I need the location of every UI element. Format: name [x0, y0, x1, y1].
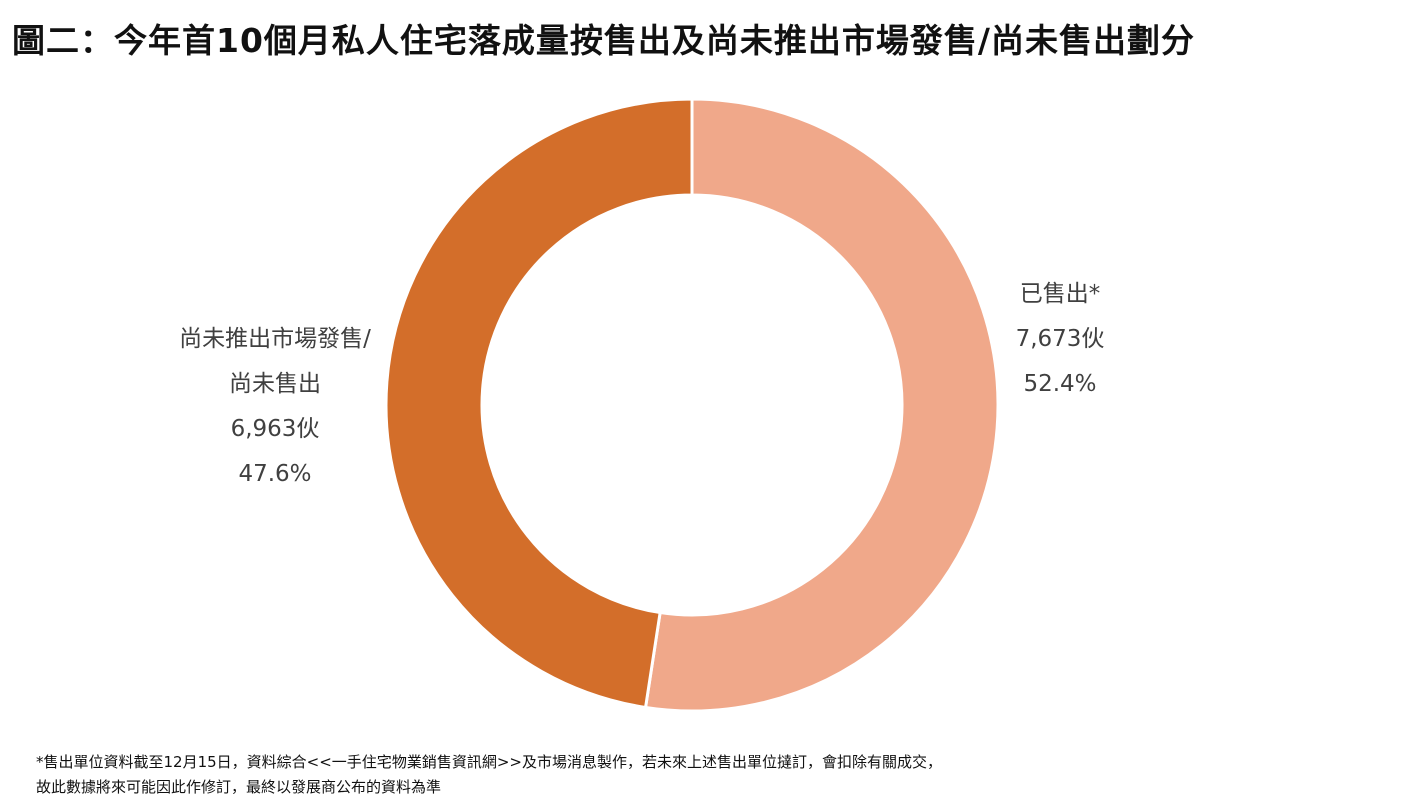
label-sold: 已售出* 7,673伙 52.4%: [1000, 272, 1120, 407]
slice-sold: [643, 97, 1000, 713]
slice-unsold: [384, 97, 694, 710]
footnote-line2: 故此數據將來可能因此作修訂，最終以發展商公布的資料為準: [36, 778, 442, 796]
label-unsold-value: 6,963伙: [230, 416, 320, 442]
label-sold-percent: 52.4%: [1023, 371, 1097, 397]
label-sold-value: 7,673伙: [1015, 326, 1105, 352]
label-unsold-name-line1: 尚未推出市場發售/: [179, 326, 371, 352]
label-unsold-name-line2: 尚未售出: [229, 371, 321, 397]
footnote-line1: *售出單位資料截至12月15日，資料綜合<<一手住宅物業銷售資訊網>>及市場消息…: [36, 753, 942, 771]
footnote: *售出單位資料截至12月15日，資料綜合<<一手住宅物業銷售資訊網>>及市場消息…: [36, 750, 942, 800]
label-unsold-percent: 47.6%: [238, 461, 312, 487]
label-unsold: 尚未推出市場發售/ 尚未售出 6,963伙 47.6%: [150, 317, 400, 497]
label-sold-name: 已售出*: [1019, 281, 1101, 307]
chart-title: 圖二：今年首10個月私人住宅落成量按售出及尚未推出市場發售/尚未售出劃分: [12, 21, 1195, 60]
